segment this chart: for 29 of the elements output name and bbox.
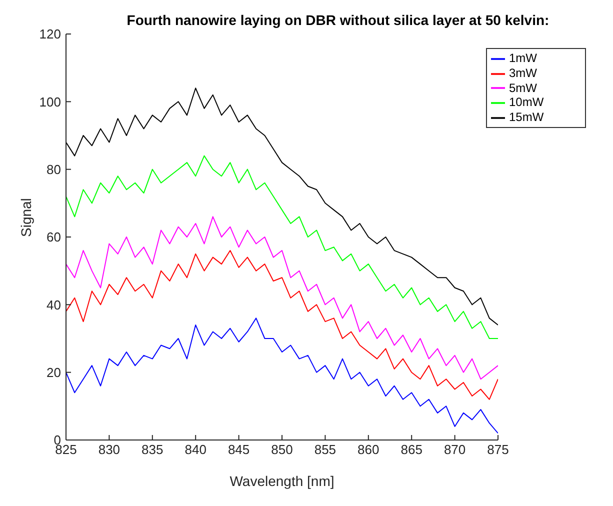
y-tick-label: 20 [46,364,61,380]
y-tick-label: 60 [46,230,61,245]
x-tick-label: 870 [444,442,466,458]
y-tick-label: 80 [46,162,61,177]
y-axis-title: Signal [18,198,34,237]
legend-label: 15mW [509,110,544,124]
legend-label: 5mW [509,80,537,95]
x-tick-label: 855 [314,442,336,458]
line-series [66,216,498,380]
y-tick-label: 120 [39,26,61,42]
y-tick-label: 40 [46,297,61,312]
x-tick-label: 875 [487,442,509,458]
line-series [66,88,498,326]
x-tick-label: 860 [358,442,380,458]
line-series [66,318,498,434]
chart-title: Fourth nanowire laying on DBR without silica layer at 50 kelvin: [126,12,550,28]
legend-label: 3mW [509,66,537,80]
x-tick-label: 830 [98,442,120,458]
x-axis-title: Wavelength [nm] [230,473,334,489]
line-series [66,155,498,339]
x-tick-label: 865 [400,442,422,458]
legend-label: 10mW [509,95,544,110]
legend-label: 1mW [509,51,537,65]
x-tick-label: 840 [184,442,206,458]
x-tick-label: 850 [271,442,293,458]
y-tick-label: 100 [39,94,61,110]
x-tick-label: 845 [228,442,250,458]
x-tick-label: 835 [142,442,164,458]
line-series [66,250,498,400]
